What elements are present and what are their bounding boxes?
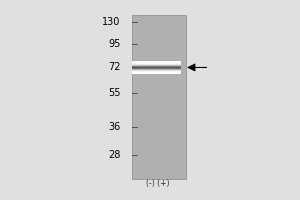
Bar [132, 65, 181, 66]
Bar [132, 72, 181, 73]
Bar [132, 62, 181, 63]
Bar [132, 64, 181, 65]
Bar [132, 69, 181, 70]
Text: 72: 72 [108, 62, 120, 72]
Bar [132, 67, 181, 68]
Bar [132, 62, 181, 63]
Bar [132, 67, 181, 68]
Bar [132, 15, 186, 179]
Bar [132, 63, 181, 64]
Bar [132, 63, 181, 64]
Bar [132, 70, 181, 71]
Text: 130: 130 [102, 17, 120, 27]
Bar [132, 68, 181, 69]
Bar [132, 62, 181, 63]
Bar [132, 68, 181, 69]
Text: 36: 36 [108, 122, 120, 132]
Bar [132, 66, 181, 67]
Text: 95: 95 [108, 39, 120, 49]
Bar [132, 61, 181, 62]
Text: 55: 55 [108, 88, 120, 98]
Bar [132, 63, 181, 64]
Bar [132, 70, 181, 71]
Bar [132, 69, 181, 70]
Bar [132, 71, 181, 72]
Bar [132, 64, 181, 65]
Bar [132, 66, 181, 67]
Bar [132, 68, 181, 69]
Bar [132, 65, 181, 66]
Bar [132, 71, 181, 72]
Text: 28: 28 [108, 150, 120, 160]
Bar [132, 67, 181, 68]
Bar [132, 70, 181, 71]
Bar [132, 65, 181, 66]
Bar [132, 72, 181, 73]
Bar [132, 66, 181, 67]
Bar [132, 72, 181, 73]
Bar [132, 64, 181, 65]
Bar [132, 61, 181, 62]
Text: (-) (+): (-) (+) [146, 179, 169, 188]
Bar [132, 71, 181, 72]
Bar [132, 69, 181, 70]
Bar [132, 73, 181, 74]
